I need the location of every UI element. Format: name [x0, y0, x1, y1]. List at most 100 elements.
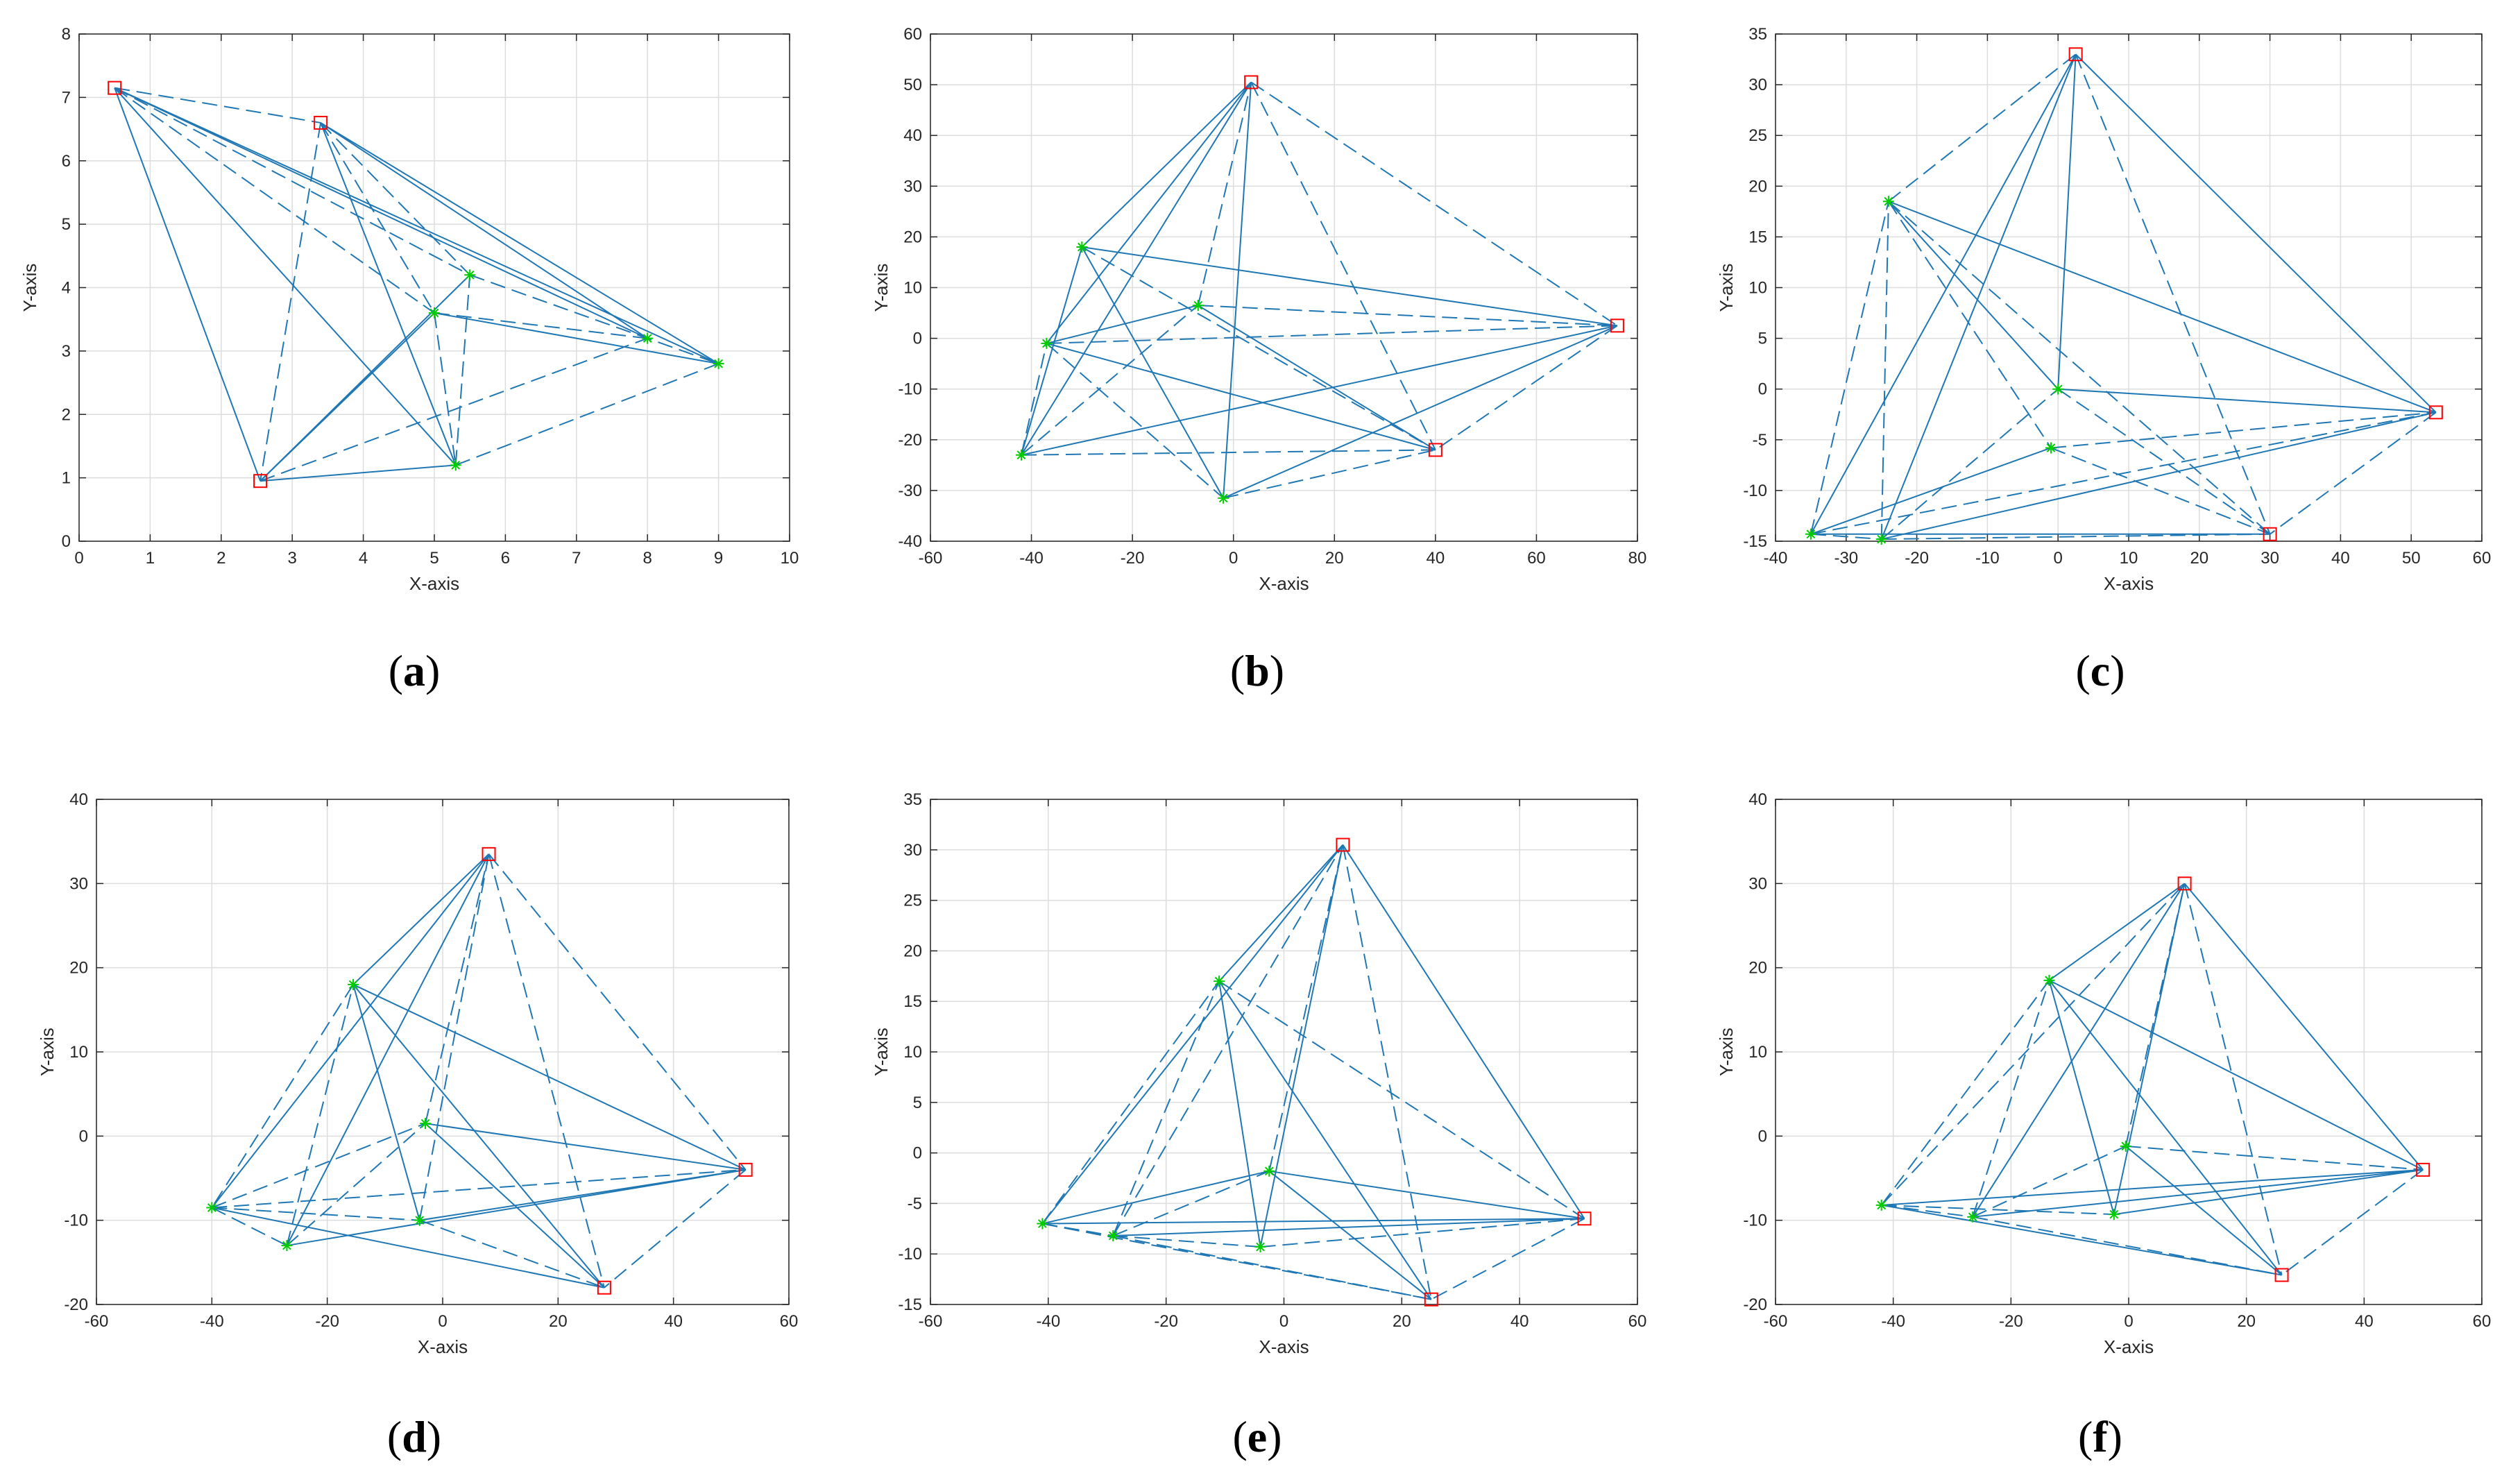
edge-dashed	[286, 984, 355, 1246]
chart-panel-d: -60 -40 -20 0 20 40 60 -20 -10 0 10 20 30 40 X-axis Y-a…	[37, 790, 798, 1461]
x-tick-label: 0	[438, 1312, 447, 1331]
x-tick-label: 30	[2261, 549, 2279, 568]
edge-solid	[1041, 844, 1344, 1225]
y-tick-label: -15	[1743, 532, 1767, 551]
edge-solid	[259, 312, 435, 482]
edge-dashed	[1810, 533, 1882, 541]
edge-solid	[1881, 1168, 2424, 1206]
chart-panel-f: -60 -40 -20 0 20 40 60 -20 -10 0 10 20 30 40 X-axis Y-a…	[1716, 790, 2491, 1461]
edge-dashed	[434, 312, 457, 466]
y-tick-label: 30	[903, 841, 922, 860]
y-tick-label: 30	[1748, 874, 1767, 893]
node-star	[450, 459, 461, 471]
node-star	[2108, 1209, 2120, 1221]
node-star	[1016, 449, 1028, 461]
x-tick-label: 2	[216, 549, 225, 568]
edge-dashed	[1113, 1234, 1261, 1248]
node-star	[464, 269, 476, 281]
node-square	[108, 80, 122, 95]
edge-dashed	[1042, 1223, 1114, 1236]
star-stroke	[348, 980, 358, 989]
node-star	[429, 307, 440, 319]
caption-open-paren: (	[2078, 1412, 2093, 1461]
edge-solid	[352, 984, 747, 1171]
edge-dashed	[1972, 980, 2050, 1218]
edge-solid	[1880, 53, 2077, 540]
edge-dashed	[2057, 388, 2271, 535]
edges	[211, 853, 747, 1289]
x-tick-label: 9	[714, 549, 723, 568]
node-square	[2274, 1268, 2289, 1282]
node-star	[1037, 1218, 1048, 1230]
y-tick-label: -10	[1743, 1211, 1767, 1230]
star-stroke	[429, 308, 439, 318]
panel-caption: (d)	[387, 1412, 441, 1461]
edge-solid	[1888, 201, 2437, 414]
edge-dashed	[212, 1168, 746, 1209]
node-square	[2416, 1162, 2430, 1177]
x-tick-label: -10	[1975, 549, 2000, 568]
edge-dashed	[1888, 201, 2052, 449]
edge-solid	[211, 853, 490, 1209]
edge-solid	[1081, 81, 1252, 248]
star-stroke	[642, 334, 652, 343]
edge-solid	[1223, 82, 1252, 498]
edge-dashed	[1880, 883, 2186, 1206]
y-tick-label: 35	[903, 790, 922, 809]
y-tick-label: 10	[903, 1043, 922, 1062]
edge-dashed	[1198, 305, 1617, 327]
caption-close-paren: )	[2110, 646, 2125, 695]
star-stroke	[2046, 443, 2056, 452]
y-tick-label: -10	[64, 1211, 88, 1230]
star-stroke	[1218, 493, 1228, 503]
edge-solid	[1218, 980, 1261, 1248]
y-tick-label: 10	[1748, 1043, 1767, 1062]
y-tick-label: -10	[898, 1245, 922, 1264]
edge-dashed	[1810, 411, 2437, 535]
node-star	[414, 1214, 425, 1226]
y-tick-label: 20	[1748, 177, 1767, 196]
y-tick-label: 25	[903, 892, 922, 910]
caption-open-paren: (	[387, 1412, 402, 1461]
y-tick-label: -20	[1743, 1295, 1767, 1314]
panel-caption: (a)	[389, 646, 441, 695]
y-tick-label: 25	[1748, 126, 1767, 145]
caption-letter: b	[1245, 646, 1270, 695]
node-star	[2052, 383, 2064, 395]
edge-dashed	[1880, 201, 1889, 540]
node-star	[1882, 196, 1894, 207]
star-stroke	[2053, 384, 2063, 394]
caption-open-paren: (	[1230, 646, 1245, 695]
node-star	[1967, 1211, 1979, 1223]
y-tick-label: -20	[898, 431, 922, 450]
y-tick-label: 20	[1748, 959, 1767, 978]
x-tick-label: -20	[1905, 549, 1929, 568]
edges	[1880, 883, 2424, 1276]
y-tick-label: 35	[1748, 25, 1767, 44]
star-stroke	[1108, 1231, 1118, 1241]
caption-letter: f	[2093, 1412, 2108, 1461]
x-axis-label: X-axis	[1259, 1336, 1309, 1357]
edge-solid	[1268, 1171, 1432, 1300]
y-axis-label: Y-axis	[1716, 1028, 1737, 1076]
node-star	[1041, 337, 1053, 349]
node-square	[2263, 527, 2277, 541]
x-tick-label: 50	[2402, 549, 2421, 568]
edge-solid	[320, 122, 648, 339]
node-star	[1214, 976, 1225, 987]
x-tick-label: 10	[781, 549, 799, 568]
y-tick-label: 5	[62, 215, 71, 234]
edge-dashed	[1881, 1204, 1973, 1218]
y-tick-label: -20	[64, 1295, 88, 1314]
caption-close-paren: )	[425, 646, 440, 695]
caption-open-paren: (	[389, 646, 403, 695]
x-axis-label: X-axis	[418, 1336, 468, 1357]
edge-dashed	[1021, 305, 1199, 456]
y-tick-label: 50	[903, 76, 922, 94]
edge-dashed	[1046, 343, 1224, 499]
caption-close-paren: )	[1270, 646, 1284, 695]
x-tick-label: 40	[1510, 1312, 1529, 1331]
edge-solid	[2058, 388, 2436, 414]
y-tick-label: 3	[62, 342, 71, 361]
edge-dashed	[2125, 1145, 2424, 1171]
